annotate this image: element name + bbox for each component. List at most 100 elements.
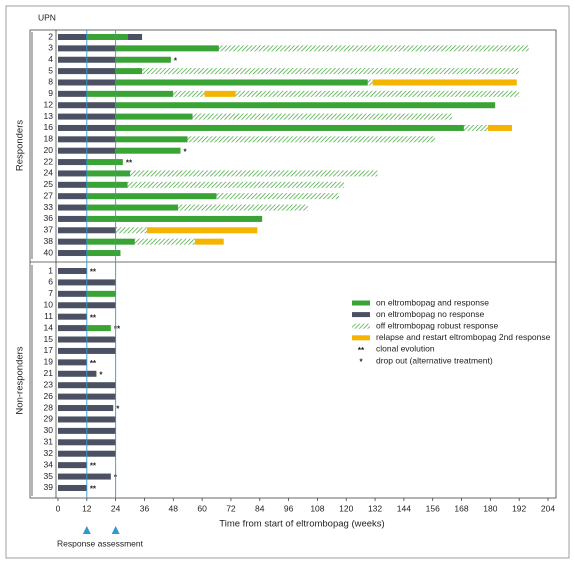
bar-segment xyxy=(58,90,87,97)
row-label: 19 xyxy=(44,357,54,367)
x-tick-label: 108 xyxy=(310,503,324,513)
bar-segment xyxy=(58,370,97,377)
bar-segment xyxy=(86,159,123,166)
row-label: 9 xyxy=(48,88,53,98)
x-tick-label: 192 xyxy=(512,503,526,513)
legend-swatch xyxy=(352,300,370,306)
row-marker: ** xyxy=(90,359,97,368)
bar-segment xyxy=(173,90,205,97)
bar-segment xyxy=(86,250,121,257)
bar-segment xyxy=(115,45,219,52)
bar-segment xyxy=(115,68,143,75)
row-label: 3 xyxy=(48,43,53,53)
bar-segment xyxy=(58,250,87,257)
bar-segment xyxy=(115,102,496,109)
row-label: 31 xyxy=(44,437,54,447)
legend-symbol: ** xyxy=(358,346,365,355)
bar-segment xyxy=(86,204,179,211)
row-label: 25 xyxy=(44,179,54,189)
bar-segment xyxy=(194,238,224,245)
bar-segment xyxy=(58,238,87,245)
row-label: 5 xyxy=(48,65,53,75)
plot-frame xyxy=(29,29,557,499)
legend-symbol: * xyxy=(359,358,363,367)
row-label: 8 xyxy=(48,77,53,87)
bar-segment xyxy=(58,215,87,222)
x-tick-label: 120 xyxy=(339,503,353,513)
x-tick-label: 60 xyxy=(197,503,207,513)
bar-segment xyxy=(235,90,520,97)
row-marker: * xyxy=(184,147,188,156)
bar-segment xyxy=(86,90,174,97)
row-marker: * xyxy=(116,405,120,414)
row-label: 24 xyxy=(44,168,54,178)
bar-segment xyxy=(58,170,87,177)
bar-segment xyxy=(127,181,344,188)
x-tick-label: 0 xyxy=(56,503,61,513)
bar-segment xyxy=(86,181,128,188)
bar-segment xyxy=(115,124,464,131)
bar-segment xyxy=(115,79,368,86)
row-label: 13 xyxy=(44,111,54,121)
reference-label: Response assessment xyxy=(57,538,144,548)
row-label: 6 xyxy=(48,277,53,287)
x-tick-label: 24 xyxy=(111,503,121,513)
legend-label: off eltrombopag robust response xyxy=(376,320,498,330)
row-label: 37 xyxy=(44,225,54,235)
row-label: 32 xyxy=(44,448,54,458)
bar-segment xyxy=(58,193,87,200)
bar-segment xyxy=(146,227,258,234)
row-marker: ** xyxy=(90,313,97,322)
row-header: UPN xyxy=(38,12,56,22)
x-tick-label: 84 xyxy=(255,503,265,513)
row-label: 40 xyxy=(44,247,54,257)
row-label: 7 xyxy=(48,288,53,298)
row-label: 4 xyxy=(48,54,53,64)
bar-segment xyxy=(58,34,87,40)
bar-segment xyxy=(86,290,116,297)
row-marker: * xyxy=(99,370,103,379)
bar-segment xyxy=(58,204,87,211)
x-tick-label: 156 xyxy=(426,503,440,513)
bar-segment xyxy=(216,193,340,200)
legend-swatch xyxy=(352,323,370,329)
x-tick-label: 12 xyxy=(82,503,92,513)
row-marker: ** xyxy=(90,462,97,471)
row-label: 39 xyxy=(44,482,54,492)
bar-segment xyxy=(134,238,195,245)
row-label: 35 xyxy=(44,471,54,481)
bar-segment xyxy=(367,79,373,86)
bar-segment xyxy=(192,113,452,120)
row-label: 15 xyxy=(44,334,54,344)
x-tick-label: 168 xyxy=(454,503,468,513)
row-label: 10 xyxy=(44,300,54,310)
row-label: 16 xyxy=(44,122,54,132)
bar-segment xyxy=(58,268,87,274)
group-label: Non-responders xyxy=(15,346,26,414)
row-label: 28 xyxy=(44,402,54,412)
bar-segment xyxy=(463,124,488,131)
bar-segment xyxy=(372,79,517,86)
bar-segment xyxy=(86,34,128,40)
row-marker: ** xyxy=(114,325,121,334)
bar-segment xyxy=(187,136,436,143)
bar-segment xyxy=(487,124,512,131)
legend-label: drop out (alternative treatment) xyxy=(376,355,493,365)
legend-swatch xyxy=(352,335,370,341)
bar-segment xyxy=(58,462,87,469)
row-label: 21 xyxy=(44,368,54,378)
bar-segment xyxy=(178,204,308,211)
row-label: 23 xyxy=(44,379,54,389)
row-marker: ** xyxy=(90,485,97,494)
bar-segment xyxy=(86,215,263,222)
bar-segment xyxy=(86,325,111,332)
x-tick-label: 36 xyxy=(140,503,150,513)
row-label: 38 xyxy=(44,236,54,246)
legend-swatch xyxy=(352,312,370,318)
row-marker: ** xyxy=(90,268,97,277)
row-label: 22 xyxy=(44,156,54,166)
row-label: 17 xyxy=(44,345,54,355)
x-tick-label: 180 xyxy=(483,503,497,513)
bar-segment xyxy=(218,45,529,52)
